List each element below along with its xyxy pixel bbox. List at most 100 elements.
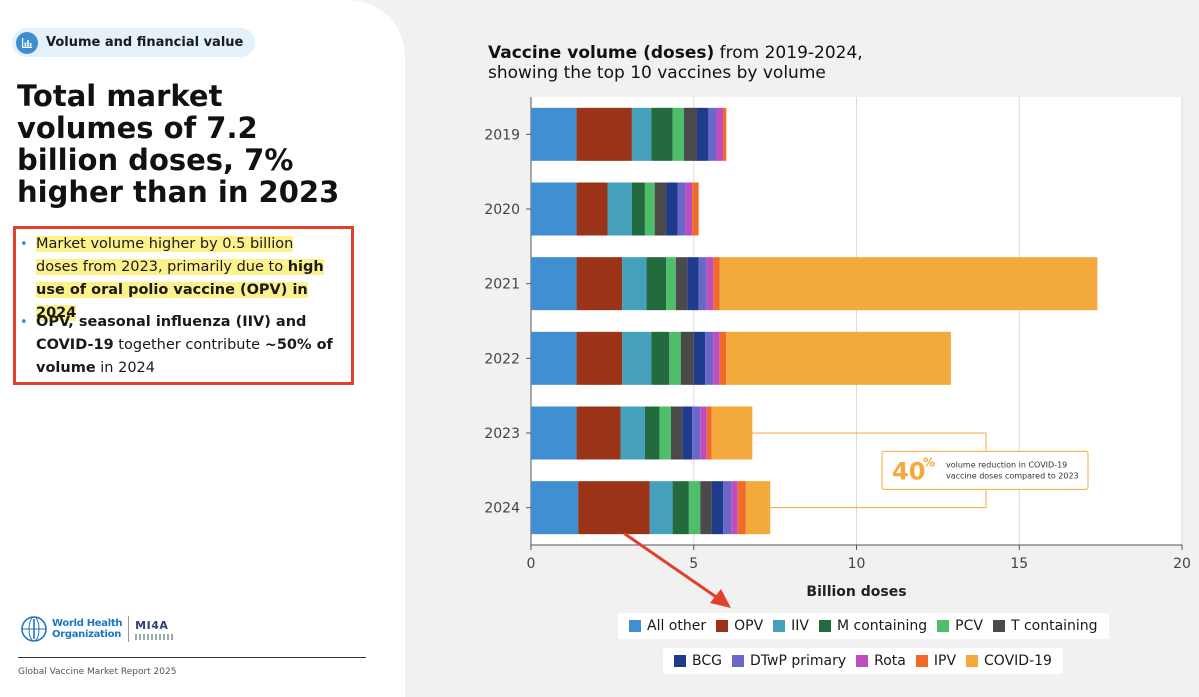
bar-segment [576,257,623,311]
bar-segment [631,107,652,161]
bullet-dot: • [20,237,28,252]
y-tick-label: 2020 [484,202,520,218]
bar-segment [672,481,689,535]
bar-segment [685,182,693,236]
legend-item: IIV [773,618,809,634]
legend-item: DTwP primary [731,653,847,669]
bar-chart-icon [16,31,38,54]
bar-segment [677,182,686,236]
chart-title-rest: from 2019-2024, [714,43,863,63]
bar-segment [576,406,621,460]
legend-item: All other [629,618,706,634]
legend-label: BCG [692,653,722,669]
bar-segment [576,331,623,385]
finding-2-bold-text-1: OPV, seasonal influenza (IIV) and COVID-… [36,314,307,353]
y-tick-label: 2023 [484,426,520,442]
bar-segment [713,257,720,311]
finding-bullet-1: • Market volume higher by 0.5 billion do… [20,233,336,325]
x-tick-label: 15 [1010,556,1028,572]
bar-segment [531,182,577,236]
chart-title: Vaccine volume (doses) from 2019-2024, s… [488,43,863,83]
bar-segment [666,182,678,236]
legend-swatch [937,620,950,632]
bar-segment [531,406,577,460]
bar-segment [693,331,706,385]
x-tick-label: 5 [689,556,698,572]
footer-source: Global Vaccine Market Report 2025 [18,667,177,677]
who-logo-text: World Health Organization [52,618,122,640]
bar-segment [531,481,579,535]
bar-segment [708,107,717,161]
logo-strip: World Health Organization MI4A [20,615,174,643]
y-tick-label: 2021 [484,277,520,293]
bar-segment [692,182,699,236]
bar-segment [578,481,650,535]
legend-label: PCV [955,618,983,634]
bar-segment [659,406,671,460]
bar-segment [675,257,688,311]
legend-item: T containing [992,618,1098,634]
legend-label: COVID-19 [984,653,1052,669]
bar-segment [719,331,727,385]
legend-label: OPV [734,618,764,634]
bar-segment [688,481,701,535]
bar-segment [644,406,660,460]
bar-segment [576,107,632,161]
bar-segment [682,406,693,460]
legend-item: IPV [915,653,956,669]
red-arrow-shaft [623,532,724,603]
bar-segment [719,257,1098,311]
mi4a-logo-subtext [135,633,174,640]
bar-segment [706,257,714,311]
finding-bullet-2: • OPV, seasonal influenza (IIV) and COVI… [20,311,336,380]
legend-label: T containing [1010,618,1098,634]
bar-segment [713,331,720,385]
finding-2-text-1: together contribute [113,337,265,353]
annotation-text-line-1: volume reduction in COVID-19 [946,460,1067,469]
legend-label: IIV [791,618,809,634]
legend-item: COVID-19 [966,653,1052,669]
bar-segment [711,406,753,460]
bar-segment [531,331,577,385]
bar-segment [711,481,724,535]
left-panel: Volume and financial value Total market … [0,0,405,697]
badge-label: Volume and financial value [46,35,244,50]
mi4a-logo-text: MI4A [135,618,169,632]
bar-segment [607,182,632,236]
legend-swatch [674,655,686,667]
legend-label: DTwP primary [749,653,847,669]
chart-title-line-2: showing the top 10 vaccines by volume [488,63,826,83]
bar-segment [731,481,738,535]
bar-segment [716,107,724,161]
legend-label: All other [647,618,707,634]
bar-segment [672,107,684,161]
annotation-text-line-2: vaccine doses compared to 2023 [946,471,1079,480]
legend-swatch [773,620,786,632]
x-axis-title: Billion doses [806,584,906,600]
page-headline: Total market volumes of 7.2 billion dose… [17,79,340,209]
bar-segment [654,182,667,236]
bar-segment [631,182,645,236]
legend-swatch [966,655,979,667]
legend-swatch [856,655,869,667]
legend-swatch [716,620,729,632]
bar-segment [706,406,712,460]
bullet-dot: • [20,315,28,330]
annotation-connector [770,489,987,509]
bar-segment [669,331,681,385]
legend-swatch [731,655,744,667]
y-tick-label: 2024 [484,501,520,517]
legend-swatch [629,620,641,632]
bar-segment [745,481,771,535]
bar-segment [692,406,701,460]
legend-item: PCV [937,618,983,634]
x-tick-label: 20 [1173,556,1191,572]
legend-item: BCG [674,653,722,669]
legend-label: Rota [874,653,906,669]
y-tick-label: 2019 [484,127,520,143]
legend-row-2: BCG DTwP primary Rota IPV COVID-19 [663,648,1063,674]
bar-segment [646,257,667,311]
bar-segment [622,257,647,311]
y-tick-label: 2022 [484,351,520,367]
bar-segment [723,107,727,161]
